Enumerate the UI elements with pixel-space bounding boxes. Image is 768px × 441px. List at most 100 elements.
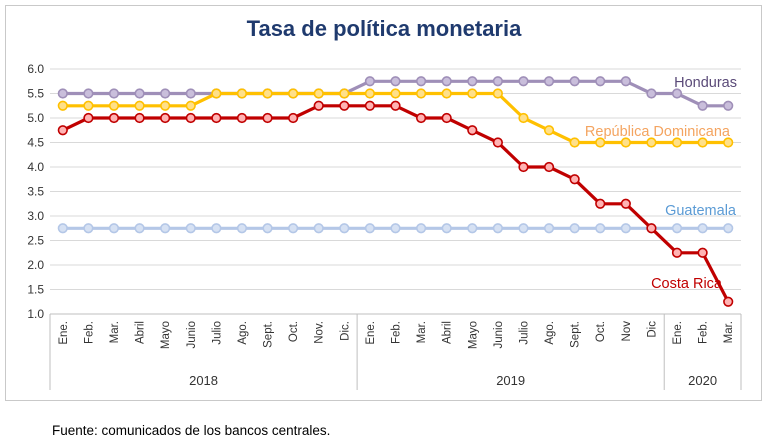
x-tick-label: Mar. (416, 321, 428, 343)
data-point (492, 88, 503, 99)
data-point (390, 100, 401, 111)
data-point (467, 88, 478, 99)
y-tick-label: 5.0 (27, 111, 44, 125)
data-point (671, 247, 683, 258)
x-tick-label: Oct. (288, 321, 300, 342)
data-point (543, 76, 555, 87)
data-point (364, 100, 376, 111)
data-point (313, 88, 324, 99)
data-point (543, 161, 555, 173)
series-label: Costa Rica (651, 276, 723, 292)
x-tick-label: Oct. (595, 321, 607, 342)
x-tick-label: Abril (135, 321, 147, 344)
y-tick-label: 6.0 (27, 62, 44, 76)
data-point (313, 223, 324, 234)
data-point (518, 76, 529, 87)
data-point (415, 223, 427, 234)
data-point (415, 88, 427, 99)
x-tick-label: Ene. (58, 321, 70, 345)
data-point (236, 112, 248, 124)
data-point (646, 137, 657, 148)
data-point (236, 88, 248, 99)
data-point (518, 112, 529, 124)
data-point (160, 88, 171, 99)
data-point (364, 76, 376, 87)
data-point (211, 88, 222, 99)
data-point (134, 100, 145, 111)
x-tick-label: Feb. (391, 321, 403, 344)
data-point (288, 223, 299, 234)
data-point (57, 88, 68, 99)
x-tick-label: Mar. (723, 321, 735, 343)
data-point (390, 223, 401, 234)
data-point (569, 223, 580, 234)
year-label: 2018 (189, 373, 218, 388)
chart-title: Tasa de política monetaria (246, 16, 522, 41)
data-point (185, 112, 196, 124)
data-point (723, 137, 734, 148)
data-point (185, 100, 196, 111)
data-point (595, 76, 606, 87)
y-tick-label: 1.5 (27, 283, 44, 297)
data-point (441, 112, 452, 124)
data-point (543, 125, 555, 136)
x-tick-label: Mayo (160, 321, 172, 349)
x-tick-label: Ene. (365, 321, 377, 345)
data-point (57, 125, 68, 136)
data-point (160, 223, 171, 234)
x-tick-label: Abril (442, 321, 454, 344)
data-point (671, 88, 683, 99)
data-point (262, 112, 273, 124)
data-point (134, 88, 145, 99)
x-tick-label: Junio (186, 321, 198, 349)
data-point (620, 76, 631, 87)
y-tick-label: 2.0 (27, 258, 44, 272)
data-point (492, 76, 503, 87)
series-label: Honduras (674, 75, 737, 91)
x-tick-label: Feb. (698, 321, 710, 344)
data-point (211, 223, 222, 234)
data-point (390, 76, 401, 87)
x-tick-label: Dic (646, 321, 658, 338)
y-tick-label: 4.0 (27, 160, 44, 174)
data-point (288, 112, 299, 124)
data-point (236, 223, 248, 234)
source-note: Fuente: comunicados de los bancos centra… (52, 423, 331, 438)
series-label: Guatemala (665, 203, 737, 219)
data-point (518, 223, 529, 234)
year-label: 2020 (688, 373, 717, 388)
data-point (83, 88, 94, 99)
data-point (441, 223, 452, 234)
x-tick-label: Julio (211, 321, 223, 345)
data-point (723, 100, 734, 111)
data-point (518, 161, 529, 173)
x-tick-label: Sept. (570, 321, 582, 348)
x-tick-label: Mar. (109, 321, 121, 343)
y-tick-label: 2.5 (27, 234, 44, 248)
data-point (492, 137, 503, 148)
year-label: 2019 (496, 373, 525, 388)
data-point (697, 100, 708, 111)
data-point (134, 223, 145, 234)
data-point (543, 223, 555, 234)
data-point (569, 174, 580, 185)
y-tick-label: 3.5 (27, 185, 44, 199)
x-tick-label: Feb. (83, 321, 95, 344)
data-point (697, 247, 708, 258)
data-point (57, 223, 68, 234)
data-point (441, 88, 452, 99)
data-point (313, 100, 324, 111)
y-tick-label: 4.5 (27, 136, 44, 150)
data-point (339, 88, 350, 99)
data-point (646, 223, 657, 234)
data-point (595, 137, 606, 148)
x-tick-label: Julio (518, 321, 530, 345)
data-point (185, 223, 196, 234)
x-tick-label: Mayo (467, 321, 479, 349)
data-point (108, 88, 120, 99)
x-tick-label: Ago. (544, 321, 556, 345)
data-point (160, 100, 171, 111)
x-tick-label: Ene. (672, 321, 684, 345)
data-point (492, 223, 503, 234)
